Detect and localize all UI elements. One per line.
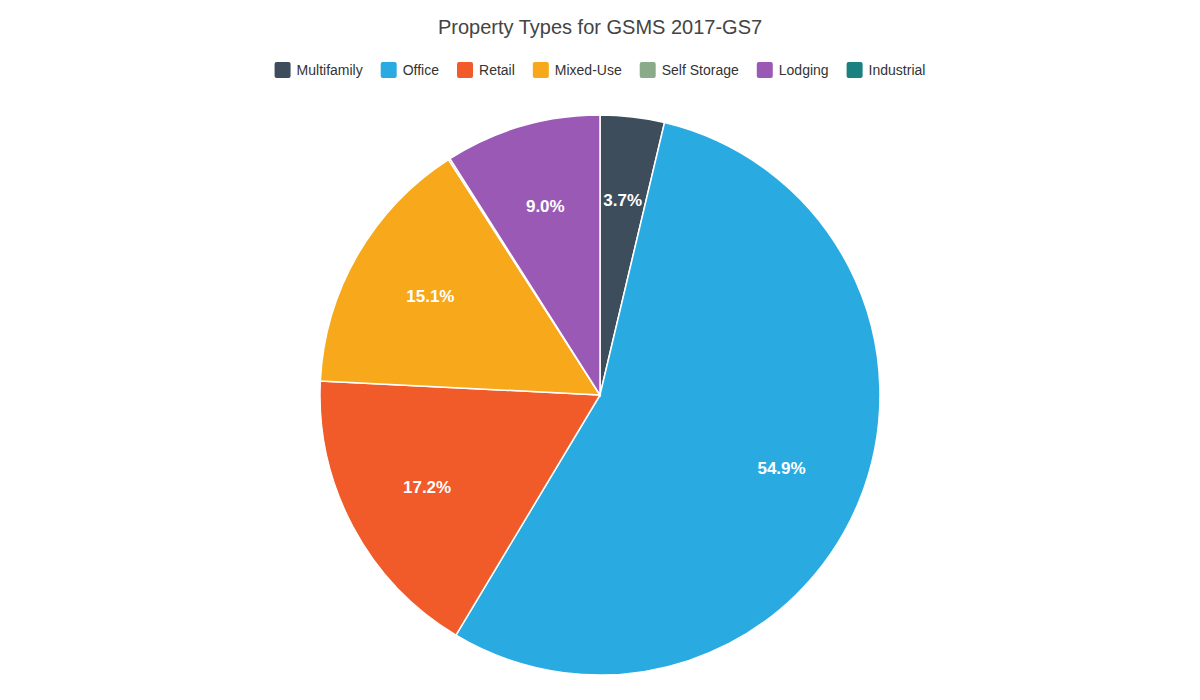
legend-swatch bbox=[381, 62, 397, 78]
legend-item: Multifamily bbox=[275, 62, 363, 78]
legend-label: Office bbox=[403, 62, 440, 78]
pie bbox=[320, 115, 880, 675]
legend-label: Retail bbox=[479, 62, 515, 78]
legend-swatch bbox=[640, 62, 656, 78]
data-label: 17.2% bbox=[403, 478, 451, 497]
data-label: 9.0% bbox=[526, 197, 565, 216]
legend-item: Retail bbox=[457, 62, 515, 78]
background bbox=[0, 0, 1200, 700]
data-label: 15.1% bbox=[406, 287, 454, 306]
legend-swatch bbox=[533, 62, 549, 78]
data-labels: 3.7% 54.9% 17.2% 15.1% 9.0% bbox=[403, 191, 806, 497]
legend-swatch bbox=[847, 62, 863, 78]
legend-label: Mixed-Use bbox=[555, 62, 622, 78]
pie-slice bbox=[320, 381, 600, 635]
legend-item: Mixed-Use bbox=[533, 62, 622, 78]
data-label: 3.7% bbox=[603, 191, 642, 210]
legend-label: Multifamily bbox=[297, 62, 363, 78]
title: Property Types for GSMS 2017-GS7 bbox=[438, 16, 762, 38]
legend-label: Lodging bbox=[779, 62, 829, 78]
pie-slice bbox=[450, 115, 600, 395]
data-label: 54.9% bbox=[757, 459, 805, 478]
legend-swatch bbox=[757, 62, 773, 78]
legend-swatch bbox=[275, 62, 291, 78]
legend-item: Office bbox=[381, 62, 440, 78]
legend-item: Self Storage bbox=[640, 62, 739, 78]
legend-label: Self Storage bbox=[662, 62, 739, 78]
legend-item: Lodging bbox=[757, 62, 829, 78]
chart: Property Types for GSMS 2017-GS7 Multifam… bbox=[0, 0, 1200, 700]
legend-item: Industrial bbox=[847, 62, 926, 78]
legend-swatch bbox=[457, 62, 473, 78]
legend: Multifamily Office Retail Mixed-Use Self Sto… bbox=[275, 62, 926, 78]
legend-label: Industrial bbox=[869, 62, 926, 78]
